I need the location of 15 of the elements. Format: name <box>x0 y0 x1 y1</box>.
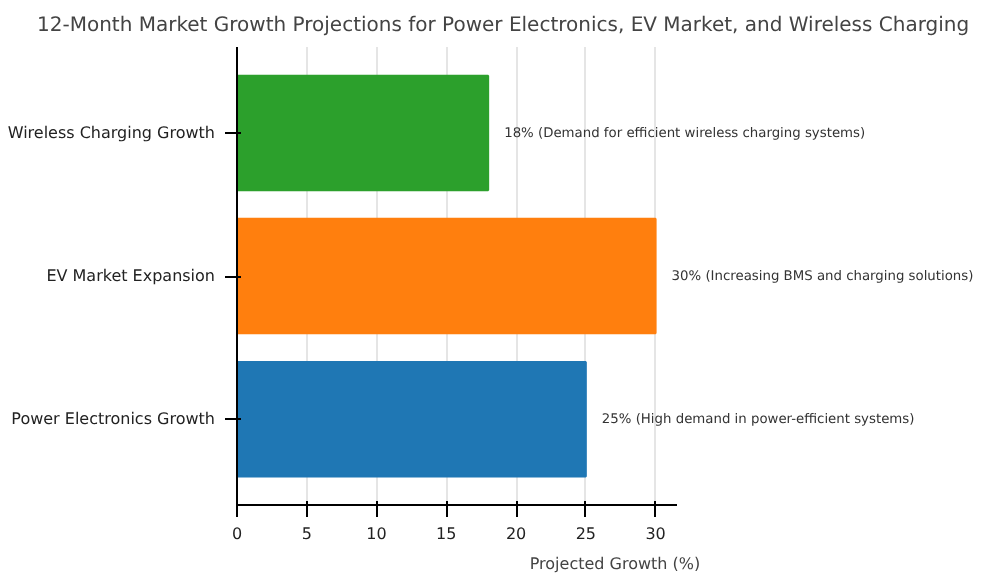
x-axis-title: Projected Growth (%) <box>529 555 701 573</box>
bar <box>237 217 657 335</box>
x-tick-label: 20 <box>505 525 527 543</box>
chart-title: 12-Month Market Growth Projections for Power Electronics, EV Market, and Wireless Charging <box>37 15 970 37</box>
x-tick-label: 0 <box>231 525 243 543</box>
x-tick-label: 25 <box>575 525 597 543</box>
x-tick-label: 10 <box>366 525 387 543</box>
x-tick-label: 5 <box>301 525 312 543</box>
bar <box>237 74 490 192</box>
bar <box>237 360 587 478</box>
y-tick-label: Wireless Charging Growth <box>7 123 215 142</box>
x-tick-label: 30 <box>645 525 666 543</box>
y-tick-label: EV Market Expansion <box>46 267 216 285</box>
x-tick-label: 15 <box>436 525 457 543</box>
y-tick-label: Power Electronics Growth <box>11 410 216 429</box>
